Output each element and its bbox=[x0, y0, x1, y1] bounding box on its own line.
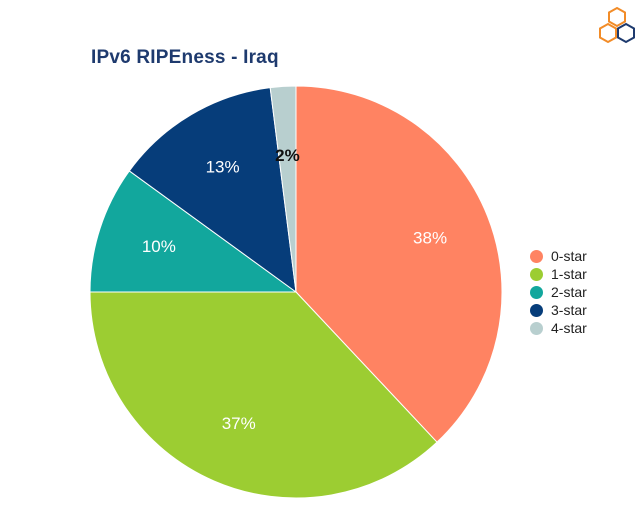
legend-label: 3-star bbox=[551, 302, 587, 318]
data-label-0-star: 38% bbox=[413, 228, 447, 247]
legend-swatch bbox=[530, 249, 543, 263]
data-label-4-star: 2% bbox=[275, 146, 300, 165]
legend-label: 4-star bbox=[551, 320, 587, 336]
legend-label: 1-star bbox=[551, 266, 587, 282]
pie-slice-2-star bbox=[89, 170, 298, 293]
legend-swatch bbox=[530, 303, 543, 317]
pie-slice-0-star bbox=[295, 85, 503, 443]
legend-label: 0-star bbox=[551, 248, 587, 264]
legend-label: 2-star bbox=[551, 284, 587, 300]
legend-item-2-star: 2-star bbox=[530, 283, 587, 301]
pie-slice-3-star bbox=[128, 87, 297, 294]
legend-item-4-star: 4-star bbox=[530, 319, 587, 337]
legend-item-0-star: 0-star bbox=[530, 247, 587, 265]
legend-swatch bbox=[530, 285, 543, 299]
data-label-3-star: 13% bbox=[206, 157, 240, 176]
data-label-2-star: 10% bbox=[142, 237, 176, 256]
pie-slice-1-star bbox=[89, 291, 438, 499]
pie-slice-4-star bbox=[269, 85, 297, 293]
legend-swatch bbox=[530, 267, 543, 281]
chart-title: IPv6 RIPEness - Iraq bbox=[91, 47, 279, 68]
data-label-1-star: 37% bbox=[222, 414, 256, 433]
legend-item-1-star: 1-star bbox=[530, 265, 587, 283]
legend-swatch bbox=[530, 321, 543, 335]
legend-item-3-star: 3-star bbox=[530, 301, 587, 319]
ripe-logo-icon bbox=[599, 6, 635, 44]
chart-legend: 0-star 1-star 2-star 3-star 4-star bbox=[530, 247, 587, 337]
